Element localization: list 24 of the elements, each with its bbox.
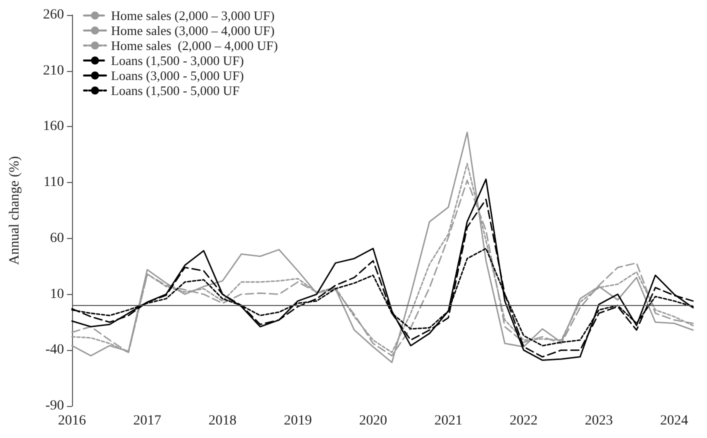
y-tick-label: 110 — [44, 175, 64, 190]
legend-label: Loans (3,000 - 5,000 UF) — [111, 68, 244, 83]
x-tick-label: 2019 — [284, 414, 312, 428]
y-tick-label: 10 — [50, 286, 64, 302]
y-tick-label: 160 — [43, 119, 64, 134]
x-tick-label: 2023 — [584, 414, 613, 428]
x-tick-label: 2017 — [133, 414, 162, 428]
x-tick-label: 2024 — [660, 414, 688, 428]
legend-label: Loans (1,500 - 5,000 UF — [111, 83, 240, 98]
y-tick-label: -40 — [45, 342, 64, 358]
legend-label: Home sales (2,000 – 4,000 UF) — [111, 38, 278, 53]
y-tick-label: -90 — [45, 398, 64, 414]
x-tick-label: 2022 — [510, 414, 538, 428]
legend-label: Loans (1,500 - 3,000 UF) — [111, 53, 244, 68]
x-tick-label: 2016 — [58, 414, 86, 428]
y-axis-title: Annual change (%) — [8, 156, 22, 265]
legend-label: Home sales (3,000 – 4,000 UF) — [111, 23, 275, 38]
y-tick-label: 60 — [50, 230, 64, 246]
x-tick-label: 2021 — [434, 414, 462, 428]
x-tick-label: 2018 — [208, 414, 237, 428]
legend-label: Home sales (2,000 – 3,000 UF) — [111, 8, 275, 23]
y-tick-label: 210 — [43, 63, 64, 78]
x-tick-label: 2020 — [359, 414, 388, 428]
y-tick-label: 260 — [43, 8, 64, 22]
